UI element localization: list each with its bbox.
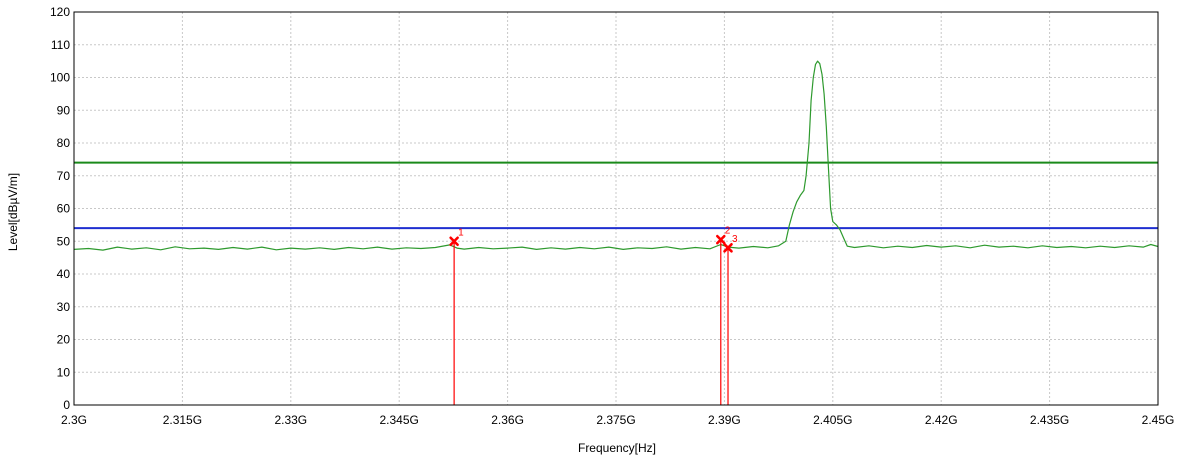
x-axis-title: Frequency[Hz]: [578, 441, 656, 455]
x-tick-label: 2.33G: [274, 413, 307, 427]
y-axis-title: Level[dBµV/m]: [6, 173, 20, 251]
marker-label: 3: [732, 234, 738, 245]
marker-point: [715, 234, 726, 245]
y-axis-ticks: 0 10 20 30 40 50 60 70 80 90 100 110 120: [50, 5, 70, 412]
y-tick-label: 30: [57, 300, 71, 314]
x-axis-ticks: 2.3G 2.315G 2.33G 2.345G 2.36G 2.375G 2.39G 2.4…: [61, 413, 1174, 427]
y-tick-label: 90: [57, 103, 71, 117]
y-tick-label: 80: [57, 136, 71, 150]
y-tick-label: 50: [57, 234, 71, 248]
marker-point: [449, 236, 459, 247]
y-tick-label: 100: [50, 71, 70, 85]
y-tick-label: 70: [57, 169, 71, 183]
x-tick-label: 2.42G: [925, 413, 958, 427]
x-tick-label: 2.375G: [596, 413, 635, 427]
y-tick-label: 0: [63, 398, 70, 412]
x-tick-label: 2.39G: [708, 413, 741, 427]
x-tick-label: 2.435G: [1030, 413, 1069, 427]
series-layer: [73, 60, 1159, 251]
series-line: [73, 60, 1159, 251]
marker-label: 2: [725, 226, 731, 237]
x-tick-label: 2.345G: [380, 413, 419, 427]
markers: 1 23: [449, 226, 738, 405]
y-tick-label: 10: [57, 365, 71, 379]
x-tick-label: 2.315G: [163, 413, 202, 427]
limit-lines: [74, 161, 1158, 230]
y-tick-label: 110: [51, 38, 70, 52]
plot-frame: [73, 11, 1159, 406]
y-tick-label: 60: [57, 202, 71, 216]
marker-label: 1: [458, 227, 464, 238]
x-tick-label: 2.45G: [1142, 413, 1175, 427]
y-tick-label: 120: [50, 5, 70, 19]
y-tick-label: 40: [57, 267, 71, 281]
y-tick-label: 20: [57, 333, 71, 347]
marker-point: [723, 243, 733, 253]
x-tick-label: 2.3G: [61, 413, 87, 427]
grid: [73, 11, 1159, 406]
x-tick-label: 2.36G: [491, 413, 524, 427]
x-tick-label: 2.405G: [813, 413, 852, 427]
